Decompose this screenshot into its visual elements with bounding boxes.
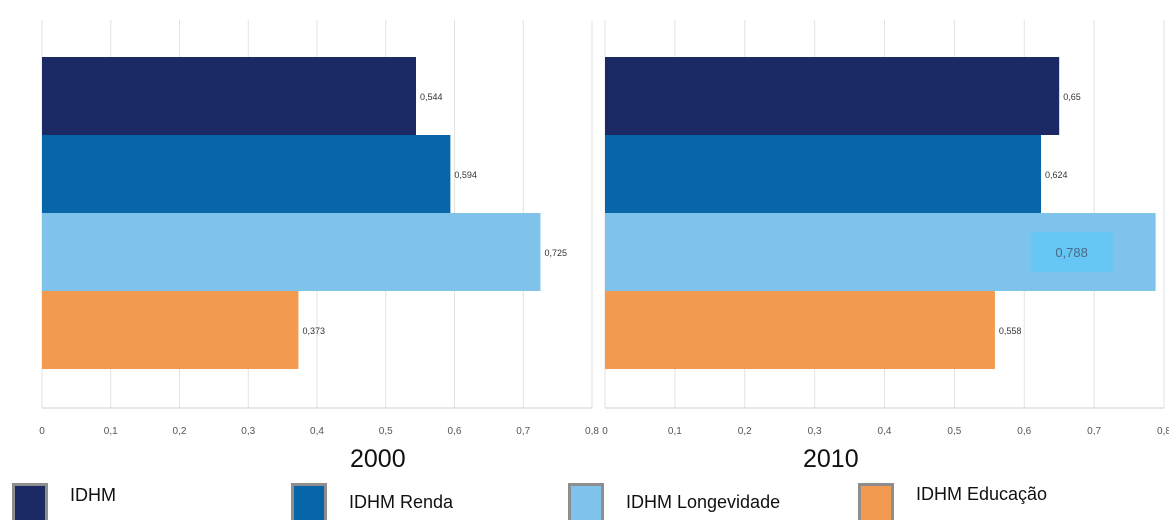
value-label-2000-0: 0,544 xyxy=(420,92,443,102)
tick-label-2010-6: 0,6 xyxy=(1017,426,1031,437)
chart-title-2010: 2010 xyxy=(803,445,859,473)
tick-label-2010-5: 0,5 xyxy=(947,426,961,437)
legend-label-idhm-renda: IDHM Renda xyxy=(349,492,454,512)
bar-2000-0 xyxy=(42,57,416,135)
tick-label-2010-0: 0 xyxy=(602,426,608,437)
tick-label-2010-3: 0,3 xyxy=(808,426,822,437)
tick-label-2000-0: 0 xyxy=(39,426,45,437)
value-label-2010-3: 0,558 xyxy=(999,326,1022,336)
chart-2010: 0 0,1 0,2 0,3 0,4 0,5 0,6 0,7 0,8 0,65 0,624 0,788 0… xyxy=(600,0,1169,445)
tick-label-2010-4: 0,4 xyxy=(878,426,892,437)
legend-swatch-idhm-renda xyxy=(291,483,327,520)
bar-2010-3 xyxy=(605,291,995,369)
bar-2000-2 xyxy=(42,213,541,291)
tick-label-2000-1: 0,1 xyxy=(104,426,118,437)
tick-label-2000-4: 0,4 xyxy=(310,426,324,437)
chart-2000-svg: 0 0,1 0,2 0,3 0,4 0,5 0,6 0,7 0,8 0,544 0,594 0,725… xyxy=(39,20,599,437)
bar-2000-1 xyxy=(42,135,451,213)
tick-label-2010-7: 0,7 xyxy=(1087,426,1101,437)
tick-label-2000-3: 0,3 xyxy=(241,426,255,437)
tick-label-2000-2: 0,2 xyxy=(173,426,187,437)
tick-label-2010-1: 0,1 xyxy=(668,426,682,437)
legend-label-idhm: IDHM xyxy=(70,485,116,505)
bar-2010-0 xyxy=(605,57,1060,135)
highlight-box-2010 xyxy=(1030,232,1113,272)
legend-label-idhm-longevidade: IDHM Longevidade xyxy=(626,492,781,512)
chart-title-2000: 2000 xyxy=(350,445,406,473)
value-label-2000-3: 0,373 xyxy=(302,326,325,336)
tick-label-2010-2: 0,2 xyxy=(738,426,752,437)
value-label-2010-1: 0,624 xyxy=(1045,170,1068,180)
tick-label-2000-8: 0,8 xyxy=(585,426,599,437)
legend-label-idhm-educacao: IDHM Educação xyxy=(916,484,1048,504)
value-label-2010-2: 0,788 xyxy=(1055,245,1088,260)
tick-label-2000-5: 0,5 xyxy=(379,426,393,437)
value-label-2000-2: 0,725 xyxy=(544,248,567,258)
bar-2010-1 xyxy=(605,135,1042,213)
chart-2010-svg: 0 0,1 0,2 0,3 0,4 0,5 0,6 0,7 0,8 0,65 0,624 0,788 0… xyxy=(602,20,1169,437)
bar-2000-3 xyxy=(42,291,299,369)
legend-swatch-idhm xyxy=(12,483,48,520)
tick-label-2000-7: 0,7 xyxy=(516,426,530,437)
legend-swatch-idhm-longevidade xyxy=(568,483,604,520)
legend-swatch-idhm-educacao xyxy=(858,483,894,520)
value-label-2010-0: 0,65 xyxy=(1063,92,1081,102)
chart-2000: 0 0,1 0,2 0,3 0,4 0,5 0,6 0,7 0,8 0,544 0,594 0,725… xyxy=(0,0,600,445)
tick-label-2010-8: 0,8 xyxy=(1157,426,1169,437)
tick-label-2000-6: 0,6 xyxy=(448,426,462,437)
value-label-2000-1: 0,594 xyxy=(454,170,477,180)
